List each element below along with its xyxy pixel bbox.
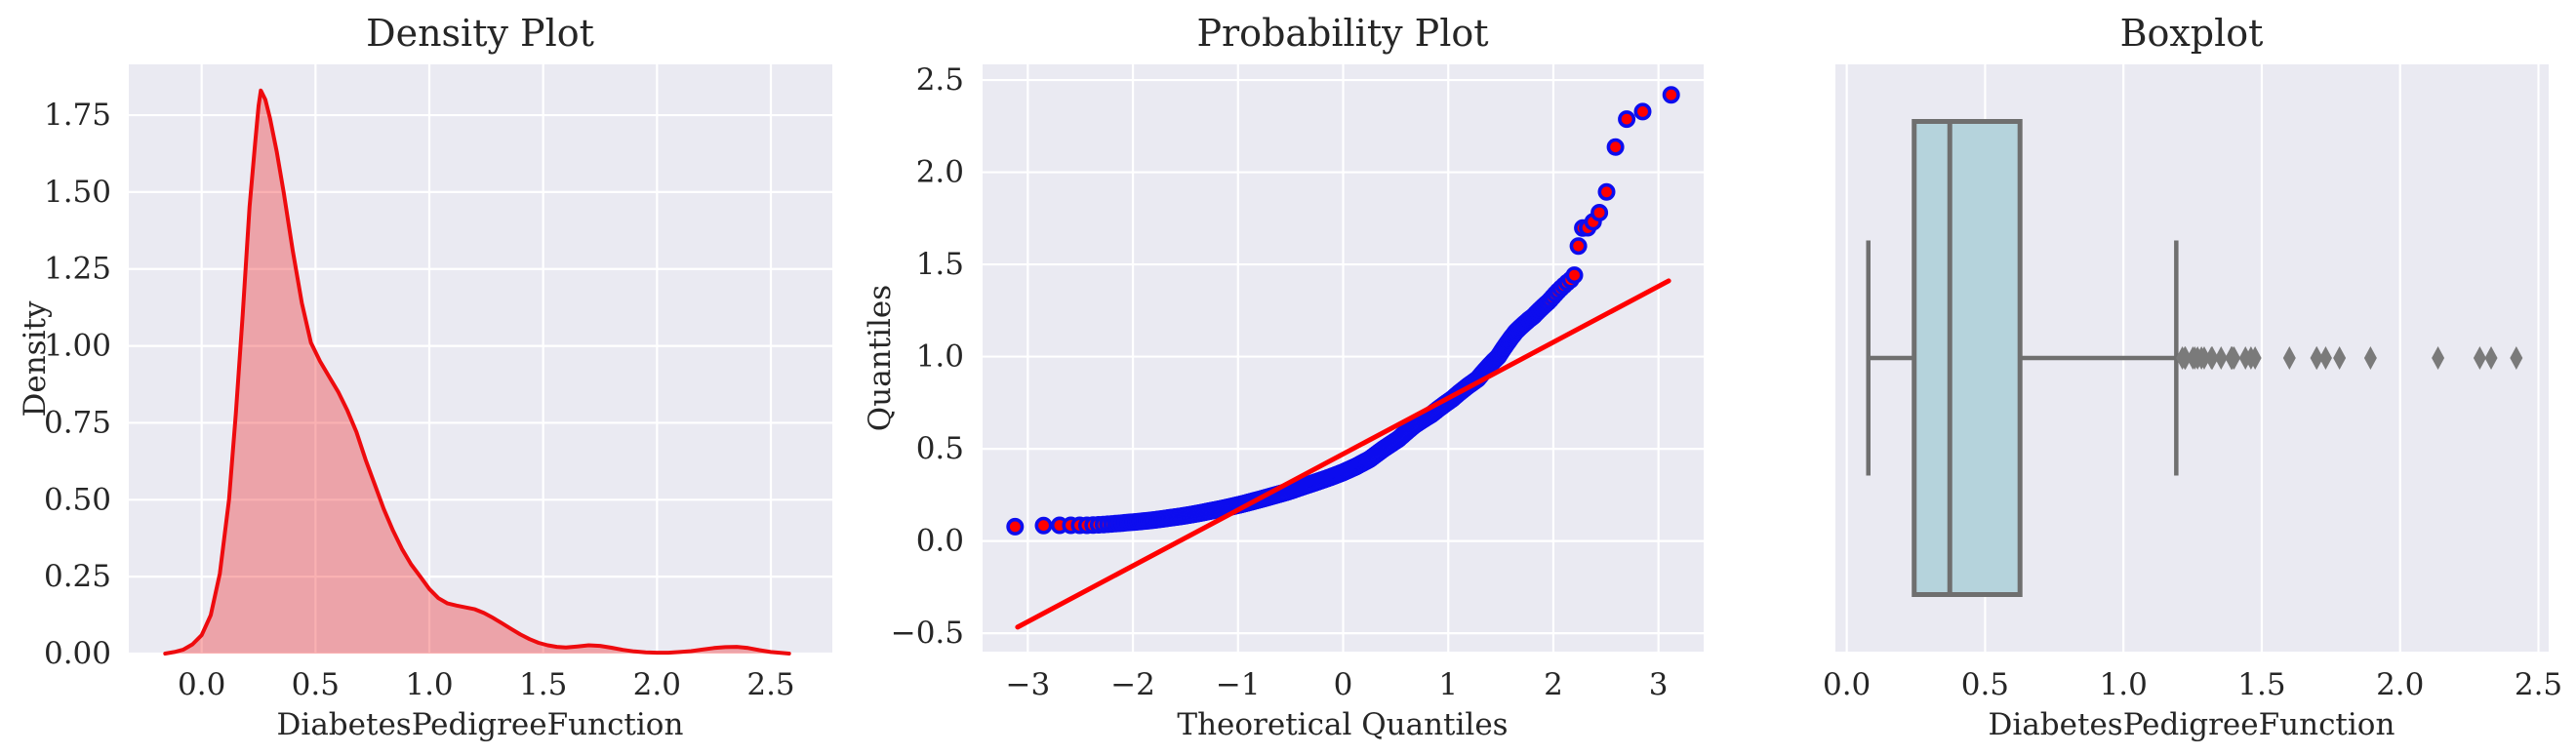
qq-point [1618,110,1636,129]
flier-diamond [2205,346,2219,370]
y-tick-label: 0.5 [916,431,964,466]
x-tick-label: 2.5 [746,667,794,702]
flier-diamond [2333,346,2347,370]
flier-diamond [2214,346,2228,370]
qq-point [1606,138,1625,156]
flier-diamond [2197,346,2211,370]
boxplot-title: Boxplot [2120,12,2264,55]
probability-yaxis-label: Quantiles [863,285,898,431]
x-tick-label: 1 [1438,667,1458,702]
flier-diamond [2228,346,2241,370]
x-tick-label: −1 [1216,667,1261,702]
probability-plot-title: Probability Plot [1196,12,1488,55]
y-tick-label: 1.75 [44,98,111,133]
fliers [2176,346,2523,370]
boxplot-xaxis-label: DiabetesPedigreeFunction [1989,707,2395,742]
density-fill [165,90,789,655]
flier-diamond [2473,346,2486,370]
x-tick-label: −3 [1005,667,1050,702]
boxplot: 0.0 0.5 1.0 1.5 2.0 2.5 [1823,64,2562,702]
box-rect [1912,119,2023,597]
x-tick-label: 2.0 [2376,667,2424,702]
x-tick-label: 1.0 [405,667,453,702]
x-tick-label: 2 [1544,667,1563,702]
qq-point [1590,204,1609,222]
y-tick-label: 1.00 [44,329,111,364]
flier-diamond [2318,346,2332,370]
density-plot: 0.0 0.5 1.0 1.5 2.0 2.5 0.00 0.25 0.50 0.75 1.00 1.… [44,64,832,702]
flier-diamond [2282,346,2296,370]
qq-point [1565,266,1584,285]
density-yaxis-label: Density [18,300,53,417]
x-tick-label: 1.5 [519,667,567,702]
qq-point [1034,516,1053,535]
y-tick-label: 0.75 [44,405,111,440]
y-tick-label: 0.25 [44,559,111,594]
y-tick-label: 1.0 [916,339,964,375]
qq-point [1633,102,1652,121]
x-tick-label: 0.5 [1961,667,2009,702]
flier-diamond [2248,346,2262,370]
y-tick-label: 1.5 [916,247,964,282]
x-tick-label: 0 [1334,667,1353,702]
qq-point [1006,517,1025,536]
probability-xaxis-label: Theoretical Quantiles [1177,707,1508,742]
y-tick-label: 2.5 [916,62,964,98]
qq-points [1006,86,1680,536]
x-tick-label: 0.5 [292,667,340,702]
y-tick-label: 0.50 [44,482,111,517]
x-tick-label: 3 [1649,667,1669,702]
y-tick-label: 0.0 [916,524,964,559]
flier-diamond [2484,346,2498,370]
y-tick-label: −0.5 [891,616,964,651]
axes-background [129,64,832,654]
x-tick-label: 1.5 [2237,667,2285,702]
qq-point [1569,237,1588,256]
density-plot-title: Density Plot [366,12,594,55]
y-tick-label: 2.0 [916,155,964,190]
figure-text: Density Plot Probability Plot Boxplot Di… [18,12,2395,742]
qq-fit-line [1015,278,1671,630]
x-tick-label: 1.0 [2100,667,2148,702]
x-tick-label: 0.0 [178,667,225,702]
probability-plot: −3 −2 −1 0 1 2 3 −0.5 0.0 0.5 1.0 1.5 2.0 2.5 [891,62,1704,702]
y-tick-label: 1.25 [44,252,111,287]
density-curve [163,88,791,656]
x-tick-label: 2.0 [633,667,681,702]
y-tick-label: 1.50 [44,175,111,210]
density-xaxis-label: DiabetesPedigreeFunction [277,707,684,742]
x-tick-label: −2 [1110,667,1155,702]
flier-diamond [2310,346,2323,370]
qq-point [1597,182,1616,201]
flier-diamond [2179,346,2193,370]
flier-diamond [2510,346,2523,370]
flier-diamond [2432,346,2445,370]
flier-diamond [2363,346,2377,370]
x-tick-label: 2.5 [2515,667,2562,702]
y-tick-label: 0.00 [44,636,111,671]
qq-point [1662,86,1680,104]
x-tick-label: 0.0 [1823,667,1871,702]
